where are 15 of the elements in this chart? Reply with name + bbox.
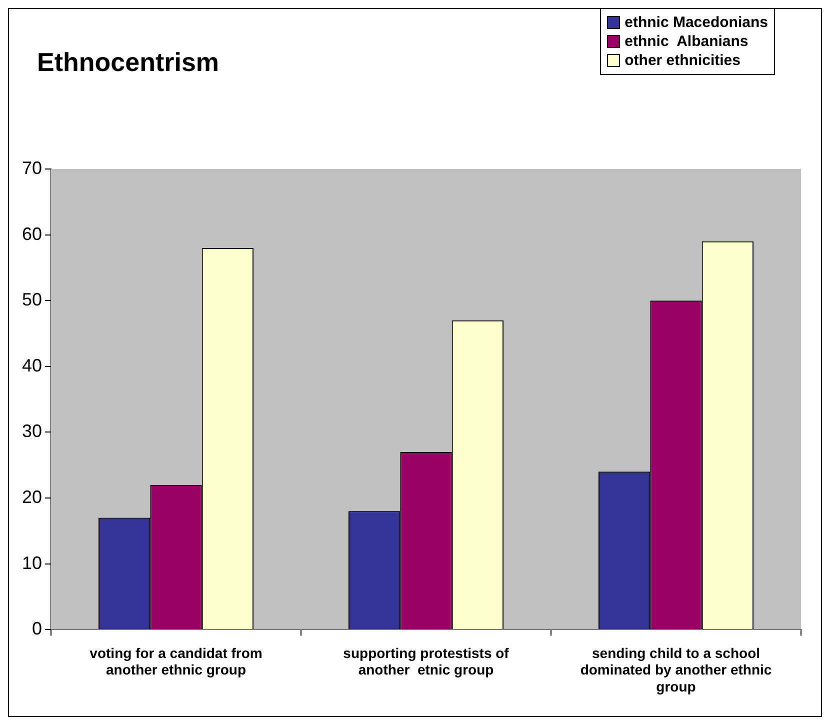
legend-label: other ethnicities [624, 52, 740, 69]
y-tick-label: 10 [22, 552, 42, 573]
y-tick-label: 60 [22, 224, 42, 244]
y-tick-label: 20 [22, 486, 42, 507]
legend-label: ethnic Macedonians [624, 14, 768, 31]
y-tick-label: 70 [22, 158, 42, 178]
y-tick-label: 50 [22, 290, 42, 310]
chart-title: Ethnocentrism [37, 47, 220, 78]
y-tick-label: 0 [32, 618, 42, 639]
y-tick-label: 40 [22, 355, 42, 376]
legend-label: ethnic Albanians [624, 33, 748, 50]
y-tick-label: 30 [22, 421, 42, 442]
x-tick-label: voting for a candidat from another ethnic group [90, 644, 262, 678]
x-tick-label: supporting protestists of another etnic group [343, 644, 510, 678]
x-tick-label: sending child to a school dominated by another ethnic group [580, 644, 772, 694]
